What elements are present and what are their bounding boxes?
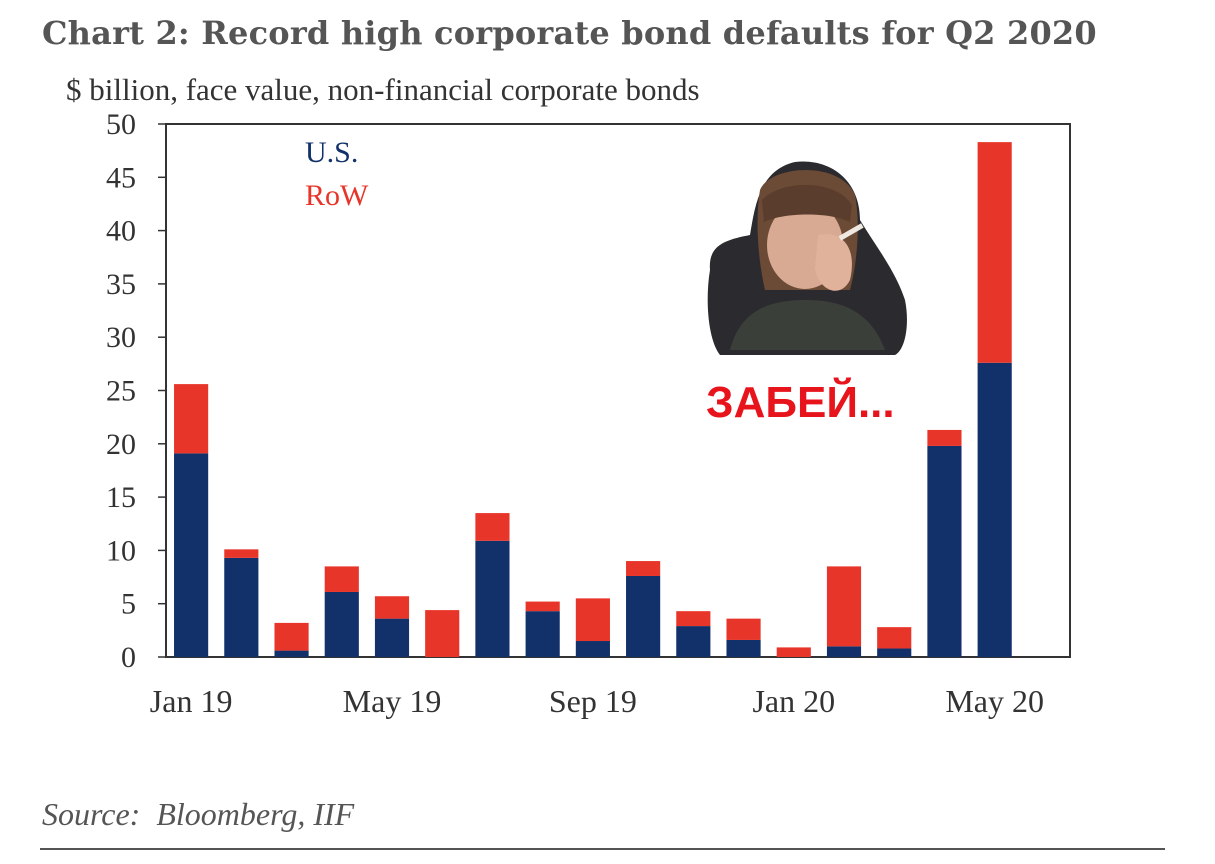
bar-us: [676, 626, 711, 657]
y-tick-label: 45: [106, 161, 136, 194]
y-tick-label: 0: [121, 641, 136, 674]
bar-row: [274, 622, 309, 651]
chart-subtitle: $ billion, face value, non-financial cor…: [66, 72, 700, 107]
bottom-rule: [40, 848, 1165, 850]
legend-label-us: U.S.: [305, 136, 358, 169]
bar-row: [525, 601, 560, 612]
bar-us: [927, 445, 962, 657]
x-tick-label: Jan 20: [752, 683, 835, 719]
bar-row: [676, 611, 711, 627]
bar-us: [274, 650, 309, 657]
bar-row: [977, 142, 1012, 363]
bar-row: [374, 596, 410, 619]
bar-us: [224, 557, 259, 657]
y-tick-label: 10: [106, 534, 136, 567]
bar-row: [575, 598, 610, 642]
bar-us: [575, 641, 610, 657]
bar-row: [324, 566, 359, 592]
woman-portrait-image: [707, 161, 907, 355]
bar-us: [826, 646, 862, 657]
bar-us: [475, 540, 510, 657]
bar-row: [776, 647, 811, 657]
bar-row: [174, 384, 209, 454]
source-note: Source: Bloomberg, IIF: [42, 796, 355, 832]
y-tick-label: 30: [106, 321, 136, 354]
bar-us: [877, 648, 912, 657]
meme-caption: ЗАБЕЙ...: [706, 378, 895, 427]
y-tick-label: 20: [106, 428, 136, 461]
bar-us: [324, 591, 359, 657]
y-tick-label: 5: [121, 588, 136, 621]
y-tick-label: 40: [106, 215, 136, 248]
y-tick-label: 50: [106, 108, 136, 141]
bar-row: [826, 566, 862, 647]
legend-label-row: RoW: [305, 179, 369, 212]
bar-row: [877, 627, 912, 649]
bar-us: [977, 362, 1012, 657]
bar-us: [726, 639, 761, 657]
y-tick-label: 25: [106, 375, 136, 408]
bar-row: [927, 429, 962, 446]
y-tick-label: 35: [106, 268, 136, 301]
bar-row: [425, 610, 460, 657]
bar-row: [475, 513, 510, 541]
x-tick-label: Jan 19: [150, 683, 233, 719]
bar-chart: 0 5 10 15 20 25 30 35 40 45 50 Jan 19 May 19 Sep 19 Ja…: [106, 108, 1071, 719]
x-tick-label: May 19: [343, 683, 442, 719]
bar-us: [525, 611, 560, 657]
bar-us: [374, 618, 410, 657]
x-tick-label: May 20: [945, 683, 1044, 719]
x-tick-label: Sep 19: [549, 683, 637, 719]
bar-us: [626, 575, 661, 657]
chart-title: Chart 2: Record high corporate bond defa…: [42, 14, 1097, 52]
bar-us: [174, 453, 209, 657]
bar-row: [726, 618, 761, 640]
y-tick-label: 15: [106, 481, 136, 514]
bar-row: [626, 561, 661, 576]
bar-row: [224, 549, 259, 558]
